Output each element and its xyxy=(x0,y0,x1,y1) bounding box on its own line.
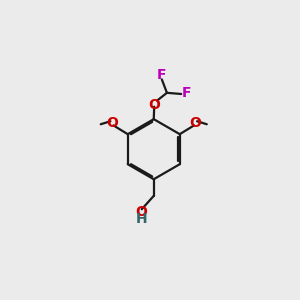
Text: O: O xyxy=(135,205,147,219)
Text: O: O xyxy=(189,116,201,130)
Text: O: O xyxy=(148,98,160,112)
Text: F: F xyxy=(157,68,167,82)
Text: F: F xyxy=(182,86,191,100)
Text: H: H xyxy=(136,212,147,226)
Text: O: O xyxy=(106,116,118,130)
